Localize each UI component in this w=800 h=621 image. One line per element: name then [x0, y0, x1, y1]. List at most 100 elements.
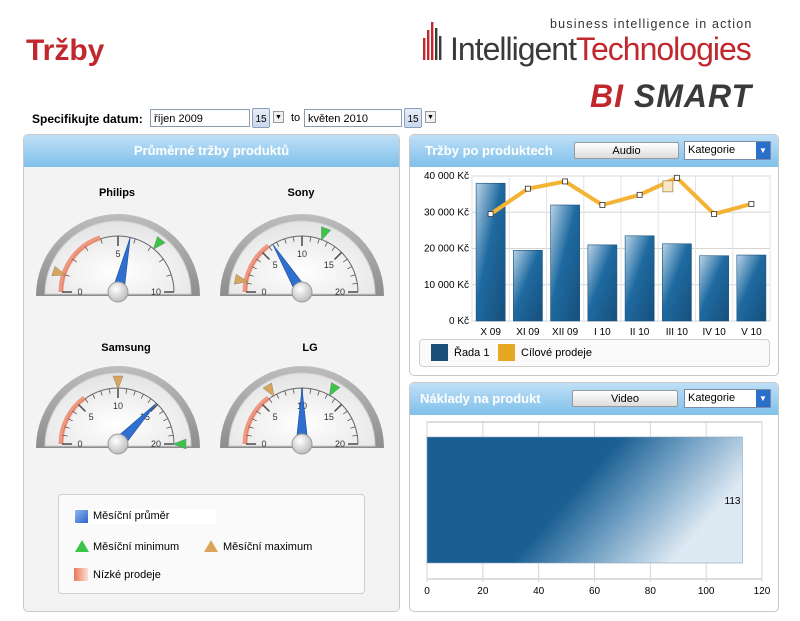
gauge-tick — [84, 246, 89, 251]
logo-bars-icon — [423, 22, 442, 60]
sales-x-tick-label: XII 09 — [552, 327, 579, 338]
gauge-low-band — [242, 243, 271, 293]
gauges-panel-title: Průměrné tržby produktů — [133, 143, 290, 158]
sales-y-tick-label: 10 000 Kč — [424, 280, 469, 291]
gauge-hub — [291, 433, 313, 455]
gauge-tick-label: 10 — [113, 401, 123, 411]
gauge-tick-label: 20 — [335, 439, 345, 449]
sales-legend-series1: Řada 1 — [454, 347, 490, 359]
sales-x-tick-label: XI 09 — [516, 327, 540, 338]
gauge-tick — [248, 426, 254, 429]
calendar-icon[interactable]: 15 — [404, 108, 422, 128]
gauge-tick-label: 0 — [77, 287, 82, 297]
company-logo: IntelligentTechnologies — [450, 31, 752, 68]
gauge-face — [44, 220, 192, 295]
sales-y-tick-label: 30 000 Kč — [424, 207, 469, 218]
costs-x-tick-label: 40 — [533, 586, 545, 597]
audio-button[interactable]: Audio — [574, 142, 679, 159]
sales-panel-title: Tržby po produktech — [425, 143, 553, 158]
company-tagline: business intelligence in action — [550, 17, 753, 31]
sales-x-tick-label: IV 10 — [702, 327, 726, 338]
gauge-tick — [108, 388, 111, 394]
gauge-tick-label: 0 — [261, 439, 266, 449]
gauge-tick — [331, 398, 336, 403]
gauge-tick — [159, 410, 164, 415]
series-swatch — [431, 344, 448, 361]
costs-chart: 0 20 40 60 80 100 120 113 — [424, 421, 771, 597]
gauge-tick-label: 10 — [297, 249, 307, 259]
gauge-tick-label: 0 — [77, 439, 82, 449]
gauge-minimum-marker — [328, 382, 341, 397]
gauge-tick — [284, 390, 287, 396]
gauge-tick — [67, 418, 73, 422]
gauge-title-lg: LG — [302, 342, 318, 354]
logo-bi: BI — [590, 78, 624, 114]
gauge-tick — [268, 398, 273, 403]
costs-category-select[interactable]: Kategorie ▼ — [684, 389, 771, 408]
gauge-maximum-marker — [112, 375, 124, 390]
gauge-tick-label: 0 — [261, 287, 266, 297]
gauge-tick-label: 10 — [151, 287, 161, 297]
costs-x-tick-label: 60 — [589, 586, 601, 597]
gauge-tick — [268, 246, 273, 251]
gauge-tick-label: 20 — [151, 439, 161, 449]
legend-low-label: Nízké prodeje — [93, 569, 161, 581]
costs-bar — [426, 436, 743, 564]
sales-category-select[interactable]: Kategorie ▼ — [684, 141, 771, 160]
gauge-tick — [292, 236, 295, 242]
logo-part1: Intelligent — [450, 31, 577, 67]
legend-avg-label: Měsíční průměr — [93, 510, 170, 522]
gauge-minimum-marker — [152, 236, 166, 251]
costs-category-value: Kategorie — [688, 392, 736, 404]
sales-y-tick-label: 40 000 Kč — [424, 171, 469, 182]
sales-bar — [699, 255, 729, 322]
sales-x-tick-label: I 10 — [594, 327, 611, 338]
dropdown-arrow-icon: ▼ — [756, 390, 770, 407]
triangle-icon — [204, 540, 218, 552]
gauge-tick — [147, 398, 152, 403]
gauge-tick — [284, 238, 287, 244]
video-button[interactable]: Video — [572, 390, 678, 407]
gauge-hub — [107, 281, 129, 303]
gauge-tick-label: 5 — [89, 412, 94, 422]
sales-x-tick-label: X 09 — [480, 327, 501, 338]
gauge-minimum-marker — [321, 226, 332, 242]
target-point — [562, 178, 569, 185]
calendar-icon[interactable]: 15 — [252, 108, 270, 128]
dropdown-arrow-icon[interactable]: ▼ — [273, 111, 284, 123]
dropdown-arrow-icon[interactable]: ▼ — [425, 111, 436, 123]
gauge-tick — [163, 418, 169, 422]
logo-smart: SMART — [633, 78, 753, 114]
gauge-tick — [166, 274, 172, 277]
gauge-hub — [291, 281, 313, 303]
gauge-tick — [333, 251, 343, 261]
date-from-field[interactable]: říjen 2009 — [150, 109, 250, 127]
target-point — [673, 174, 680, 181]
gauge-tick — [62, 434, 68, 437]
gauge-tick — [256, 410, 261, 415]
gauge-tick — [309, 388, 312, 394]
sales-y-tick-label: 20 000 Kč — [424, 244, 469, 255]
legend-max-label: Měsíční maximum — [223, 541, 313, 553]
gauge-tick — [256, 258, 261, 263]
gauge-hub — [107, 433, 129, 455]
gauge-tick — [292, 388, 295, 394]
sales-y-tick-label: 0 Kč — [449, 316, 469, 327]
sales-bar — [513, 250, 543, 322]
gauge-tick — [309, 236, 312, 242]
costs-x-tick-label: 100 — [698, 586, 715, 597]
costs-x-tick-label: 80 — [645, 586, 657, 597]
target-point — [748, 201, 755, 207]
gauge-tick-label: 15 — [324, 412, 334, 422]
gauge-title-philips: Philips — [98, 187, 136, 199]
gauge-tick — [251, 266, 257, 270]
gauge-tick — [261, 403, 271, 413]
gauge-tick — [140, 393, 144, 399]
date-to-field[interactable]: květen 2010 — [304, 109, 402, 127]
gauge-tick — [347, 266, 353, 270]
gauge-tick — [149, 403, 159, 413]
gauge-tick — [347, 418, 353, 422]
gauge-low-band — [242, 395, 271, 445]
gauge-minimum-marker — [172, 438, 187, 450]
